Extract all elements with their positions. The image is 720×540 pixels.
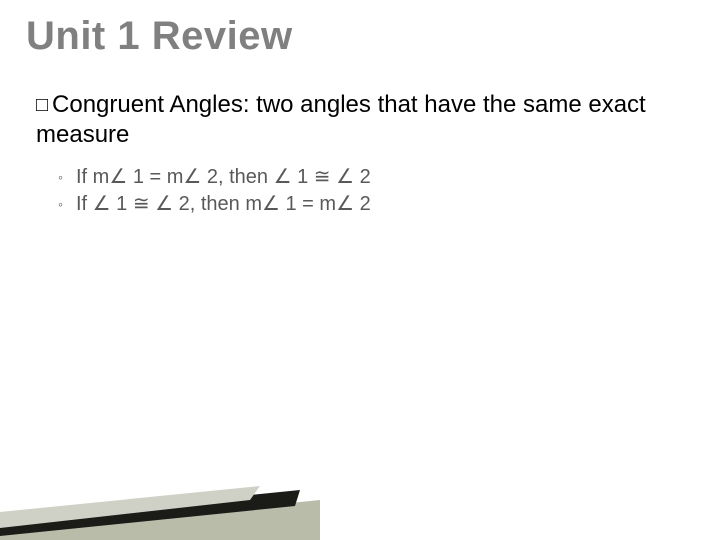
- deco-stripe-mid: [0, 490, 300, 536]
- list-item: ◦If m∠ 1 = m∠ 2, then ∠ 1 ≅ ∠ 2: [58, 164, 371, 191]
- definition-paragraph: □Congruent Angles: two angles that have …: [36, 90, 676, 150]
- sub-bullet-list: ◦If m∠ 1 = m∠ 2, then ∠ 1 ≅ ∠ 2 ◦If ∠ 1 …: [58, 164, 371, 218]
- square-bullet-icon: □: [36, 95, 48, 118]
- list-item: ◦If ∠ 1 ≅ ∠ 2, then m∠ 1 = m∠ 2: [58, 191, 371, 218]
- list-item-text: If ∠ 1 ≅ ∠ 2, then m∠ 1 = m∠ 2: [76, 193, 371, 215]
- list-item-text: If m∠ 1 = m∠ 2, then ∠ 1 ≅ ∠ 2: [76, 166, 371, 188]
- definition-term: Congruent: [52, 91, 164, 118]
- corner-decoration: [0, 450, 360, 540]
- page-title: Unit 1 Review: [26, 14, 293, 59]
- circle-bullet-icon: ◦: [58, 168, 76, 187]
- deco-stripe-bottom: [0, 500, 320, 540]
- circle-bullet-icon: ◦: [58, 195, 76, 214]
- deco-stripe-top: [0, 486, 260, 528]
